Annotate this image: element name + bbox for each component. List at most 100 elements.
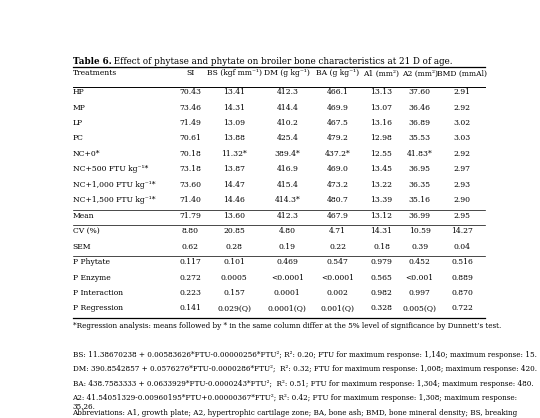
Text: 13.41: 13.41 [224, 88, 245, 96]
Text: 0.22: 0.22 [329, 242, 346, 251]
Text: A2 (mm²): A2 (mm²) [402, 69, 438, 77]
Text: BA (g kg⁻¹): BA (g kg⁻¹) [316, 69, 359, 77]
Text: 70.61: 70.61 [179, 135, 201, 143]
Text: Table 6.: Table 6. [72, 56, 111, 66]
Text: 36.46: 36.46 [409, 104, 431, 112]
Text: 73.18: 73.18 [179, 166, 201, 173]
Text: SEM: SEM [72, 242, 91, 251]
Text: 14.31: 14.31 [224, 104, 245, 112]
Text: 0.452: 0.452 [409, 258, 431, 266]
Text: 412.3: 412.3 [276, 212, 298, 220]
Text: 0.889: 0.889 [451, 273, 473, 282]
Text: BS: 11.38670238 + 0.00583626*FTU-0.00000256*FTU²; R²: 0.20; FTU for maximum resp: BS: 11.38670238 + 0.00583626*FTU-0.00000… [72, 351, 536, 359]
Text: BS (kgf mm⁻¹): BS (kgf mm⁻¹) [207, 69, 262, 77]
Text: 414.3*: 414.3* [274, 196, 300, 204]
Text: 13.16: 13.16 [370, 119, 393, 127]
Text: HP: HP [72, 88, 84, 96]
Text: 0.223: 0.223 [179, 289, 201, 297]
Text: 2.92: 2.92 [454, 150, 471, 158]
Text: 0.328: 0.328 [370, 304, 393, 312]
Text: P Enzyme: P Enzyme [72, 273, 110, 282]
Text: 0.565: 0.565 [370, 273, 393, 282]
Text: 0.002: 0.002 [327, 289, 349, 297]
Text: DM: 390.8542857 + 0.0576276*FTU-0.0000286*FTU²;  R²: 0.32; FTU for maximum respo: DM: 390.8542857 + 0.0576276*FTU-0.000028… [72, 365, 537, 373]
Text: 0.272: 0.272 [179, 273, 201, 282]
Text: 20.85: 20.85 [224, 227, 245, 235]
Text: 0.18: 0.18 [373, 242, 390, 251]
Text: 0.029(Q): 0.029(Q) [218, 304, 252, 312]
Text: 13.09: 13.09 [224, 119, 245, 127]
Text: 0.0005: 0.0005 [221, 273, 248, 282]
Text: 0.39: 0.39 [411, 242, 428, 251]
Text: 71.49: 71.49 [179, 119, 201, 127]
Text: 0.28: 0.28 [226, 242, 243, 251]
Text: NC+1,500 FTU kg⁻¹*: NC+1,500 FTU kg⁻¹* [72, 196, 155, 204]
Text: 0.62: 0.62 [182, 242, 199, 251]
Text: 414.4: 414.4 [276, 104, 298, 112]
Text: 4.80: 4.80 [279, 227, 296, 235]
Text: NC+1,000 FTU kg⁻¹*: NC+1,000 FTU kg⁻¹* [72, 181, 155, 189]
Text: *Regression analysis: means followed by * in the same column differ at the 5% le: *Regression analysis: means followed by … [72, 322, 501, 331]
Text: PC: PC [72, 135, 83, 143]
Text: 11.32*: 11.32* [221, 150, 247, 158]
Text: 0.547: 0.547 [327, 258, 349, 266]
Text: 0.0001: 0.0001 [274, 289, 301, 297]
Text: 469.9: 469.9 [327, 104, 349, 112]
Text: 14.47: 14.47 [224, 181, 245, 189]
Text: 467.9: 467.9 [327, 212, 349, 220]
Text: 12.55: 12.55 [370, 150, 393, 158]
Text: 73.60: 73.60 [179, 181, 201, 189]
Text: 13.13: 13.13 [370, 88, 393, 96]
Text: 469.0: 469.0 [327, 166, 349, 173]
Text: 10.59: 10.59 [409, 227, 431, 235]
Text: 14.31: 14.31 [370, 227, 393, 235]
Text: 13.88: 13.88 [224, 135, 245, 143]
Text: 0.101: 0.101 [224, 258, 245, 266]
Text: 0.979: 0.979 [370, 258, 393, 266]
Text: NC+500 FTU kg⁻¹*: NC+500 FTU kg⁻¹* [72, 166, 148, 173]
Text: 36.35: 36.35 [409, 181, 431, 189]
Text: 415.4: 415.4 [276, 181, 298, 189]
Text: 425.4: 425.4 [276, 135, 298, 143]
Text: 480.7: 480.7 [327, 196, 349, 204]
Text: MP: MP [72, 104, 85, 112]
Text: 13.87: 13.87 [224, 166, 245, 173]
Text: 12.98: 12.98 [370, 135, 393, 143]
Text: 36.89: 36.89 [409, 119, 431, 127]
Text: 3.02: 3.02 [454, 119, 471, 127]
Text: LP: LP [72, 119, 83, 127]
Text: 412.3: 412.3 [276, 88, 298, 96]
Text: 2.92: 2.92 [454, 104, 471, 112]
Text: P Phytate: P Phytate [72, 258, 110, 266]
Text: 466.1: 466.1 [327, 88, 349, 96]
Text: 3.03: 3.03 [454, 135, 471, 143]
Text: NC+0*: NC+0* [72, 150, 100, 158]
Text: 0.469: 0.469 [276, 258, 298, 266]
Text: <0.0001: <0.0001 [271, 273, 304, 282]
Text: 73.46: 73.46 [179, 104, 201, 112]
Text: 0.722: 0.722 [451, 304, 473, 312]
Text: P Interaction: P Interaction [72, 289, 123, 297]
Text: CV (%): CV (%) [72, 227, 99, 235]
Text: 37.60: 37.60 [409, 88, 431, 96]
Text: Effect of phytase and phytate on broiler bone characteristics at 21 D of age.: Effect of phytase and phytate on broiler… [111, 56, 453, 66]
Text: P Regression: P Regression [72, 304, 123, 312]
Text: 0.870: 0.870 [451, 289, 473, 297]
Text: 467.5: 467.5 [327, 119, 349, 127]
Text: 13.60: 13.60 [224, 212, 245, 220]
Text: 13.12: 13.12 [370, 212, 393, 220]
Text: 0.19: 0.19 [279, 242, 296, 251]
Text: 2.91: 2.91 [454, 88, 471, 96]
Text: A1 (mm²): A1 (mm²) [363, 69, 400, 77]
Text: 71.40: 71.40 [179, 196, 201, 204]
Text: 0.982: 0.982 [370, 289, 393, 297]
Text: 35.16: 35.16 [409, 196, 431, 204]
Text: <0.001: <0.001 [406, 273, 434, 282]
Text: 0.157: 0.157 [224, 289, 245, 297]
Text: 2.93: 2.93 [454, 181, 471, 189]
Text: DM (g kg⁻¹): DM (g kg⁻¹) [265, 69, 310, 77]
Text: 437.2*: 437.2* [325, 150, 350, 158]
Text: 0.997: 0.997 [409, 289, 431, 297]
Text: 13.07: 13.07 [370, 104, 393, 112]
Text: BMD (mmAl): BMD (mmAl) [437, 69, 487, 77]
